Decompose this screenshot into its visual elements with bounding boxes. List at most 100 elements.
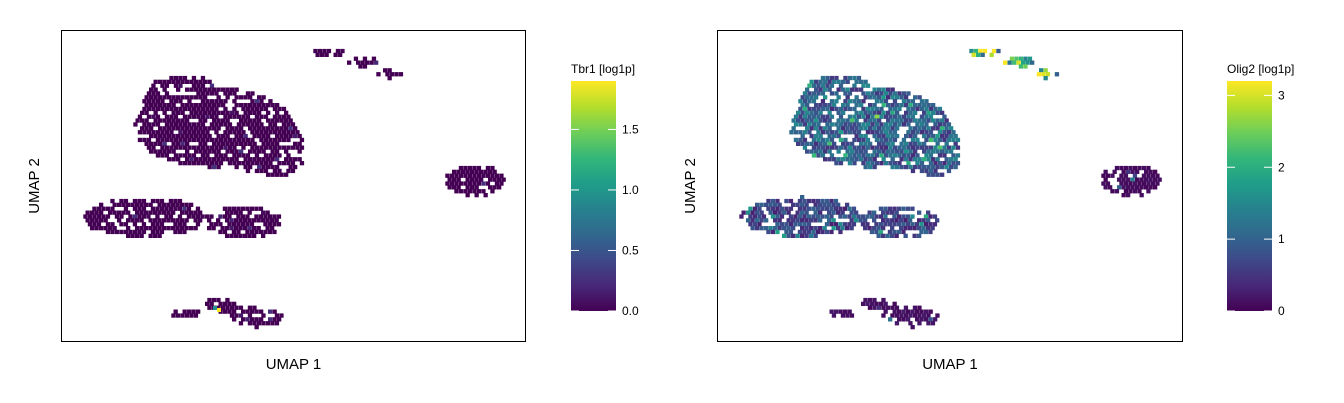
data-point xyxy=(238,321,244,326)
data-point xyxy=(818,126,823,131)
data-point xyxy=(834,122,839,127)
data-point xyxy=(241,106,246,112)
data-point xyxy=(270,172,275,177)
data-point xyxy=(209,83,215,88)
data-point xyxy=(234,233,239,238)
data-point xyxy=(250,137,255,143)
data-point xyxy=(868,141,873,146)
data-point xyxy=(867,305,873,310)
data-point xyxy=(485,181,491,186)
data-point xyxy=(838,229,843,235)
data-point xyxy=(184,313,190,318)
data-point xyxy=(266,133,271,139)
data-point xyxy=(788,206,794,211)
data-point xyxy=(270,164,275,170)
data-point xyxy=(805,110,810,115)
data-point xyxy=(908,313,913,318)
data-point xyxy=(290,130,296,135)
data-point xyxy=(802,222,807,227)
data-point xyxy=(849,210,854,215)
data-point xyxy=(171,202,176,207)
data-point xyxy=(137,114,143,119)
data-point xyxy=(488,185,493,190)
data-point xyxy=(940,172,945,177)
data-point xyxy=(824,214,830,219)
data-point xyxy=(913,149,918,154)
data-point xyxy=(281,106,287,112)
data-point xyxy=(919,130,925,135)
data-point xyxy=(162,79,167,84)
data-point xyxy=(885,218,890,223)
data-point xyxy=(917,226,922,231)
data-point xyxy=(868,157,873,162)
data-point xyxy=(275,164,280,170)
data-point xyxy=(894,313,900,318)
data-point xyxy=(795,218,800,223)
data-point xyxy=(877,149,882,154)
data-point xyxy=(879,99,884,104)
data-point xyxy=(818,87,823,92)
data-point xyxy=(899,118,904,123)
data-point xyxy=(804,218,809,223)
data-point xyxy=(159,206,165,211)
data-point xyxy=(284,149,289,154)
data-point xyxy=(151,106,156,112)
data-point xyxy=(1009,56,1015,61)
data-point xyxy=(838,114,844,119)
data-point xyxy=(944,141,949,146)
data-point xyxy=(1153,177,1158,182)
data-point xyxy=(207,157,212,162)
data-point xyxy=(901,214,906,219)
data-point xyxy=(863,141,868,146)
data-point xyxy=(877,126,882,131)
data-point xyxy=(238,226,243,231)
data-point xyxy=(398,72,404,77)
data-point xyxy=(212,87,217,92)
data-point xyxy=(290,168,296,174)
data-point xyxy=(259,122,264,127)
data-point xyxy=(497,185,502,190)
data-point xyxy=(160,83,165,88)
data-point xyxy=(899,313,904,318)
data-point xyxy=(856,137,862,143)
data-point xyxy=(836,149,841,154)
data-point xyxy=(1132,189,1138,194)
data-point xyxy=(928,161,934,166)
data-point xyxy=(877,110,882,115)
data-point xyxy=(989,52,994,57)
data-point xyxy=(1148,185,1153,190)
data-point xyxy=(895,95,900,100)
data-point xyxy=(786,233,791,238)
data-point xyxy=(223,99,228,104)
data-point xyxy=(816,145,821,150)
data-point xyxy=(910,137,916,143)
data-point xyxy=(881,313,886,318)
data-point xyxy=(252,218,257,223)
data-point xyxy=(245,317,250,322)
data-point xyxy=(917,164,922,170)
data-point xyxy=(347,60,352,65)
data-point xyxy=(187,309,192,314)
data-point xyxy=(141,229,147,235)
data-point xyxy=(270,103,275,108)
data-point xyxy=(96,214,102,219)
data-point xyxy=(191,145,197,150)
data-point xyxy=(928,153,934,158)
data-point xyxy=(924,168,929,174)
data-point xyxy=(926,210,931,215)
data-point xyxy=(250,145,255,150)
data-point xyxy=(362,64,368,69)
data-point xyxy=(858,218,863,223)
data-point xyxy=(868,164,873,170)
data-point xyxy=(899,157,904,162)
data-point xyxy=(171,157,176,162)
data-point xyxy=(820,229,825,235)
data-point xyxy=(171,141,176,146)
data-point xyxy=(1119,173,1124,178)
data-point xyxy=(904,149,909,154)
data-point xyxy=(159,222,165,227)
data-point xyxy=(110,229,115,235)
data-point xyxy=(180,226,185,231)
data-point xyxy=(223,122,228,127)
data-point xyxy=(935,164,940,170)
